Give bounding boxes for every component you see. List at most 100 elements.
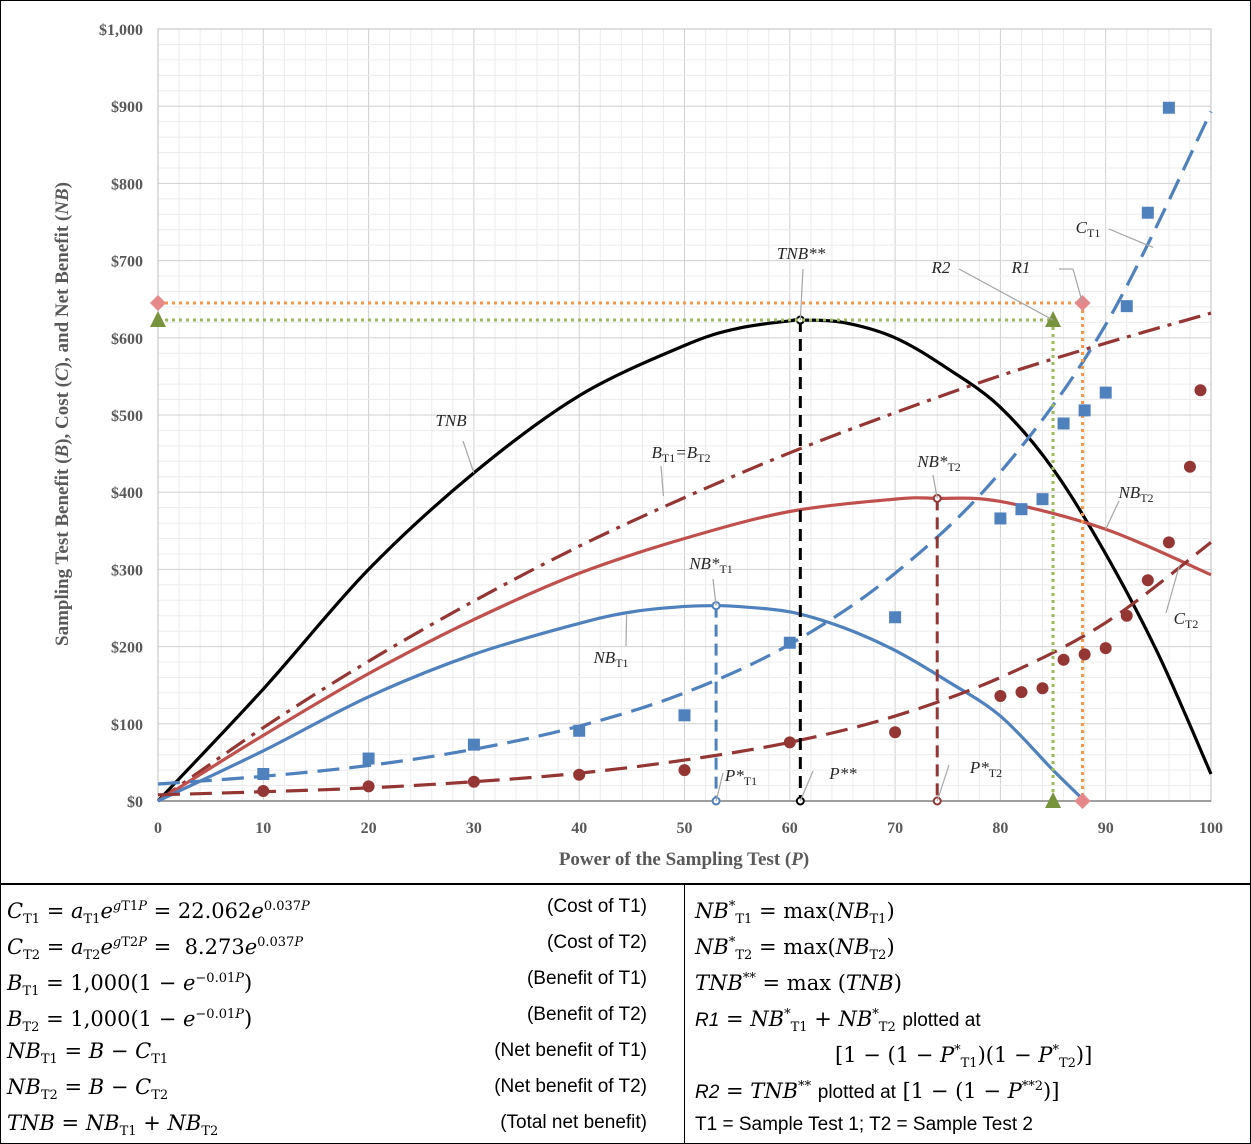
scatter-square-point	[1036, 493, 1049, 506]
scatter-circle-point	[1141, 574, 1154, 587]
annotation-tnb-maximum: TNB**	[777, 244, 826, 263]
scatter-square-point	[1162, 101, 1175, 114]
formula-tnb-max: TNB** = max (TNB)	[695, 971, 902, 995]
annotation-c-t1: CT1	[1076, 218, 1101, 240]
annotation-pstar-t2: P*T2	[969, 758, 1002, 780]
scatter-square-point	[1015, 503, 1028, 516]
scatter-square-point	[1141, 206, 1154, 219]
formula-cost-t2: CT2 = aT2egT2P = 8.273e0.037P (Cost of T…	[7, 925, 677, 963]
scatter-square-point	[362, 752, 375, 765]
formula-nbstar-t2: NB*T2 = max(NBT2)	[695, 935, 895, 964]
formula-benefit-t2: BT2 = 1,000(1 − e−0.01P) (Benefit of T2)	[7, 997, 677, 1035]
annotation-nb-t1: NBT1	[592, 648, 628, 670]
scatter-circle-point	[573, 768, 586, 781]
x-tick-label: 10	[255, 820, 271, 837]
x-tick-label: 70	[887, 820, 903, 837]
formula-r1: R1 = NB*T1 + NB*T2 plotted at	[695, 1007, 981, 1036]
benefit-t1-desc: (Benefit of T1)	[526, 968, 647, 989]
formula-legend-note: T1 = Sample Test 1; T2 = Sample Test 2	[695, 1105, 1245, 1141]
chart-frame: 0 10 20 30 40 50 60 70 80 90 100 $0 $100 $200 $300 $400…	[0, 0, 1251, 884]
scatter-circle-point	[1078, 648, 1091, 661]
triangle-marker	[1045, 792, 1062, 808]
formula-nb-t1: NBT1 = B − CT1 (Net benefit of T1)	[7, 1033, 677, 1069]
scatter-circle-point	[678, 764, 691, 777]
triangle-marker	[1045, 311, 1062, 328]
diamond-marker	[150, 295, 166, 312]
scatter-circle-point	[1036, 682, 1049, 695]
annotation-r1: R1	[1011, 258, 1031, 277]
cost-t2-desc: (Cost of T2)	[547, 932, 647, 953]
annotation-leader-line	[1105, 500, 1120, 530]
annotation-leader-line	[715, 772, 724, 802]
scatter-square-point	[783, 636, 796, 649]
formula-nbstar-t1: NB*T1 = max(NBT1)	[695, 899, 895, 928]
annotation-leader-line	[799, 268, 804, 321]
annotation-leader-line	[1072, 268, 1084, 304]
chart-axes	[157, 28, 1212, 802]
scatter-square-point	[257, 767, 270, 780]
x-tick-label: 30	[466, 820, 482, 837]
y-tick-label: $900	[111, 99, 143, 116]
scatter-square-point	[889, 611, 902, 624]
annotation-benefit: BT1=BT2	[652, 443, 711, 465]
y-tick-label: $600	[111, 331, 143, 348]
y-tick-label: $300	[111, 562, 143, 579]
benefit-t2-rate: −0.01	[195, 1007, 236, 1022]
annotation-leader-line	[1165, 565, 1180, 614]
annotations: TNB BT1=BT2 NBT1 NBT2 CT1 CT2 NB*T1 NB*T2 TNB** R…	[435, 218, 1199, 802]
y-tick-label: $200	[111, 640, 143, 657]
annotation-leader-line	[958, 268, 1054, 321]
annotation-pstarstar: P**	[828, 764, 857, 783]
annotation-leader-line	[660, 465, 665, 497]
scatter-circle-point	[889, 726, 902, 739]
scatter-square-point	[678, 709, 691, 722]
annotation-leader-line	[712, 578, 717, 606]
annotation-nbstar-t1: NB*T1	[688, 554, 733, 576]
scatter-circle-point	[1183, 460, 1196, 473]
scatter-square-point	[1120, 300, 1133, 313]
scatter-circle-point	[1194, 384, 1207, 397]
scatter-circle-point	[1057, 653, 1070, 666]
y-tick-label: $400	[111, 485, 143, 502]
annotation-c-t2: CT2	[1174, 609, 1199, 631]
benefit-t1-rate: −0.01	[195, 971, 236, 986]
x-tick-label: 80	[992, 820, 1008, 837]
annotation-leader-line	[1108, 228, 1154, 249]
x-tick-label: 100	[1199, 820, 1223, 837]
x-tick-label: 90	[1098, 820, 1114, 837]
annotation-pstar-t1: P*T1	[724, 766, 757, 788]
y-tick-label: $0	[127, 794, 143, 811]
annotation-nb-t2: NBT2	[1117, 483, 1153, 505]
y-tick-label: $700	[111, 254, 143, 271]
r1-plotted-at: plotted at	[902, 1010, 981, 1031]
series-line-c-t1	[157, 110, 1213, 786]
annotation-nbstar-t2: NB*T2	[916, 452, 961, 474]
annotation-leader-line	[932, 474, 938, 499]
formula-column-right: NB*T1 = max(NBT1) NB*T2 = max(NBT2) TNB*…	[695, 889, 1245, 1141]
scatter-square-point	[573, 724, 586, 737]
formula-r2: R2 = TNB** plotted at [1 − (1 − P**2)]	[695, 1079, 1060, 1103]
legend-note: T1 = Sample Test 1; T2 = Sample Test 2	[695, 1114, 1033, 1135]
x-axis-title: Power of the Sampling Test (P)	[559, 849, 809, 870]
nb-t2-desc: (Net benefit of T2)	[494, 1076, 647, 1097]
chart: 0 10 20 30 40 50 60 70 80 90 100 $0 $100 $200 $300 $400…	[52, 22, 1223, 870]
annotation-leader-line	[936, 764, 950, 802]
x-tick-label: 0	[154, 820, 162, 837]
scatter-circle-point	[1120, 609, 1133, 622]
scatter-circle-point	[1015, 686, 1028, 699]
x-tick-label: 60	[782, 820, 798, 837]
scatter-circle-point	[783, 736, 796, 749]
series-line-c-t2	[157, 541, 1212, 797]
cost-t1-exponent: 0.037	[263, 899, 302, 914]
scatter-square-point	[467, 738, 480, 751]
nb-t1-desc: (Net benefit of T1)	[494, 1040, 647, 1061]
formula-divider	[684, 885, 685, 1144]
scatter-square-point	[1057, 417, 1070, 430]
x-tick-label: 40	[571, 820, 587, 837]
tnb-desc: (Total net benefit)	[500, 1112, 647, 1133]
r2-plotted-at: plotted at	[817, 1082, 896, 1103]
formula-tnb: TNB = NBT1 + NBT2 (Total net benefit)	[7, 1105, 677, 1141]
annotation-leader-line	[625, 614, 628, 647]
formula-column-left: CT1 = aT1egT1P = 22.062e0.037P (Cost of …	[7, 889, 677, 1141]
